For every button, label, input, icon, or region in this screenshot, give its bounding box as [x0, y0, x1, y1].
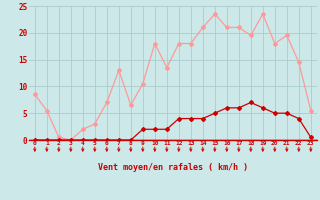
X-axis label: Vent moyen/en rafales ( km/h ): Vent moyen/en rafales ( km/h )	[98, 163, 248, 172]
